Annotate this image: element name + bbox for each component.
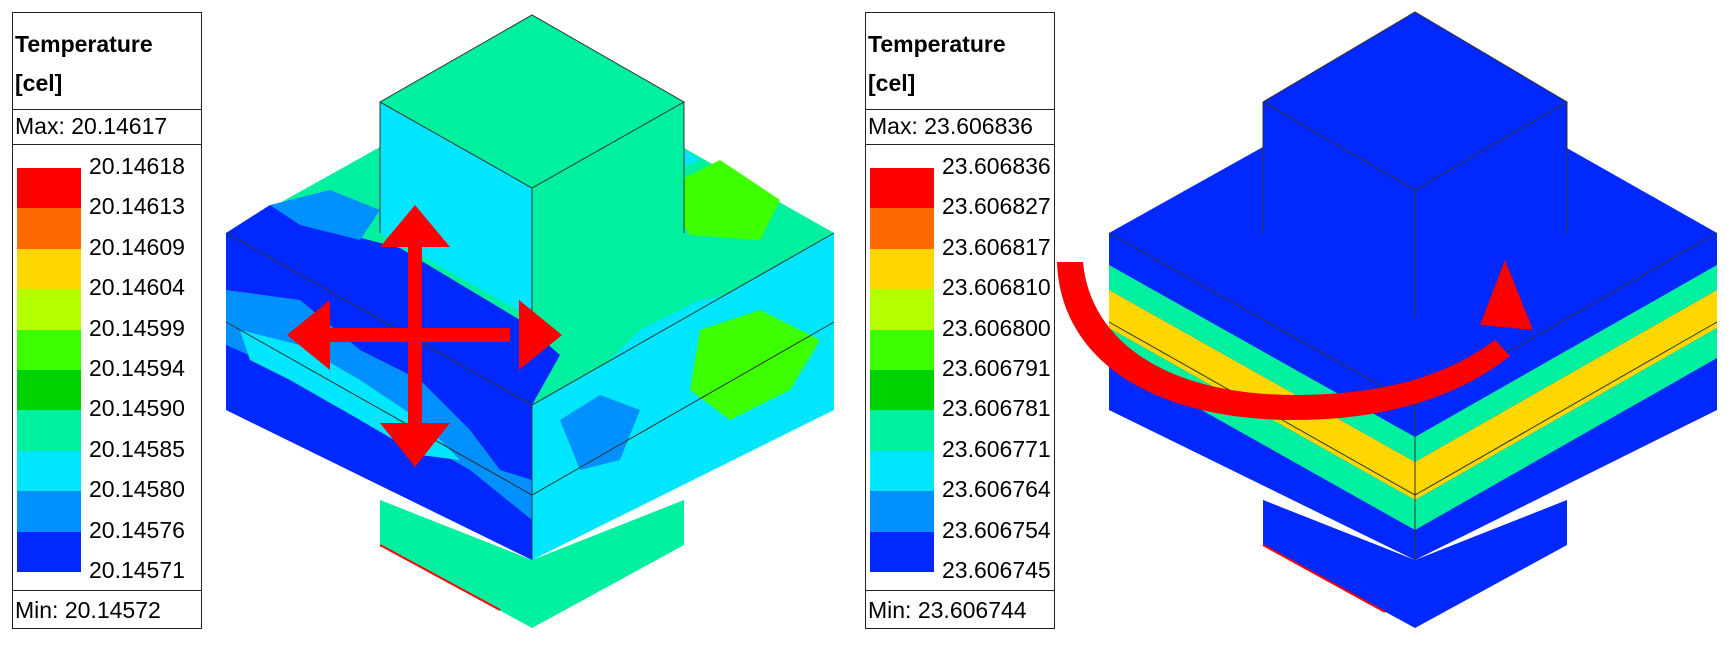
stripe-band [1415,328,1717,530]
legend-title-line2: [cel] [868,70,916,96]
cube-left-face [1263,102,1415,318]
scale-tick: 20.14604 [89,274,185,301]
bottom-block-right [532,500,684,628]
scale-tick: 20.14618 [89,153,185,179]
legend-title-line1: Temperature [868,31,1006,57]
scale-tick: 20.14585 [89,435,185,462]
3d-model-view [1057,11,1718,628]
scale-tick: 23.606764 [942,476,1051,503]
scale-swatch [870,450,934,492]
edge-line [379,14,686,233]
edge-line [1262,11,1568,233]
scale-swatch [17,208,81,249]
scale-swatch [17,450,81,492]
contour-region [270,190,380,240]
right-panel: Temperature [cel] Max: 23.606836 23.6068… [865,0,1729,645]
scale-swatch [17,531,81,572]
contour-region [380,140,532,318]
contour-region [560,395,640,470]
scale-tick: 23.606745 [942,557,1051,583]
legend-max: Max: 23.606836 [866,110,1054,145]
scale-tick: 23.606810 [942,274,1051,301]
edge-line [379,544,501,611]
scale-tick: 23.606754 [942,516,1051,543]
scale-swatch [870,531,934,572]
scale-swatch [17,248,81,290]
cube-right-face [1415,102,1567,318]
scale-swatch [17,491,81,532]
contour-region [690,310,820,420]
scale-tick: 20.14609 [89,233,185,260]
scale-swatch [17,289,81,330]
legend-title: Temperature [cel] [13,13,201,110]
left-panel: Temperature [cel] Max: 20.14617 20.14618… [0,0,864,645]
contour-region [226,205,560,405]
scale-swatch [870,491,934,532]
scale-swatch [870,410,934,451]
legend-min: Min: 20.14572 [13,590,201,628]
cube-right-face [532,102,684,318]
scale-tick: 23.606827 [942,193,1051,220]
scale-tick: 20.14613 [89,193,185,220]
scale-swatch [17,329,81,370]
bottom-block-left [380,500,532,628]
scale-tick: 23.606817 [942,233,1051,260]
scale-tick: 20.14576 [89,516,185,543]
scale-tick: 23.606836 [942,153,1051,179]
temperature-legend: Temperature [cel] Max: 20.14617 20.14618… [12,12,202,629]
bottom-block-right [1415,500,1567,628]
scale-tick: 23.606771 [942,435,1051,462]
legend-title-line2: [cel] [15,70,63,96]
scale-swatch [870,370,934,411]
scale-tick: 20.14594 [89,355,185,381]
scale-swatch [17,168,81,209]
legend-title: Temperature [cel] [866,13,1054,110]
contour-region [660,160,780,240]
scale-tick: 23.606781 [942,395,1051,422]
scale-swatch [17,410,81,451]
3d-model-view [225,14,835,628]
scale-tick: 23.606800 [942,314,1051,341]
four-way-arrow-icon [287,205,562,467]
bottom-block-left [1263,500,1415,628]
scale-swatch [17,370,81,411]
stripe-band [1415,265,1717,462]
scale-swatch [870,208,934,249]
temperature-legend: Temperature [cel] Max: 23.606836 23.6068… [865,12,1055,629]
scale-tick: 23.606791 [942,355,1051,381]
stripe-band [1415,290,1717,500]
scale-tick: 20.14571 [89,557,185,583]
legend-title-line1: Temperature [15,31,153,57]
scale-tick: 20.14580 [89,476,185,503]
scale-tick: 20.14590 [89,395,185,422]
curved-rotation-arrow-icon [1057,260,1533,420]
scale-tick: 20.14599 [89,314,185,341]
legend-max: Max: 20.14617 [13,110,201,145]
legend-min: Min: 23.606744 [866,590,1054,628]
scale-swatch [870,329,934,370]
scale-swatch [870,168,934,209]
scale-swatch [870,289,934,330]
scale-swatch [870,248,934,290]
edge-line [1262,544,1386,613]
